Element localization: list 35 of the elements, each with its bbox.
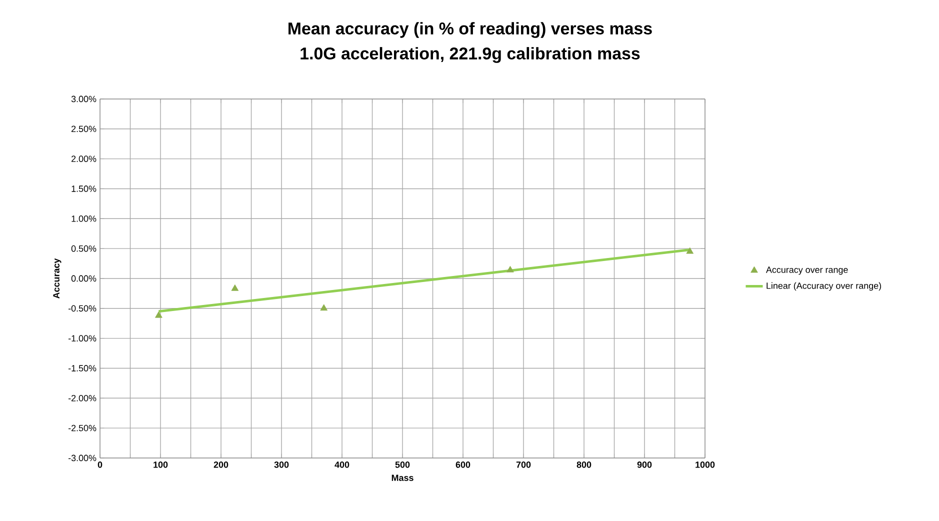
x-tick-label: 600 bbox=[456, 462, 470, 468]
legend-label: Linear (Accuracy over range) bbox=[766, 282, 882, 291]
y-tick-label: 1.50% bbox=[72, 186, 96, 192]
point bbox=[506, 266, 514, 272]
chart-subtitle: 1.0G acceleration, 221.9g calibration mass bbox=[300, 47, 640, 63]
x-tick-label: 300 bbox=[274, 462, 289, 468]
x-tick-label: 500 bbox=[395, 462, 410, 468]
x-tick-label: 700 bbox=[516, 462, 531, 468]
y-tick-label: -3.00% bbox=[68, 454, 96, 462]
legend-label: Accuracy over range bbox=[766, 266, 848, 275]
y-tick-label: 0.50% bbox=[71, 245, 96, 252]
y-tick-label: 2.50% bbox=[72, 126, 96, 132]
point bbox=[155, 311, 162, 318]
point bbox=[231, 284, 239, 291]
x-tick-label: 800 bbox=[576, 462, 592, 468]
y-tick-label: 1.00% bbox=[72, 215, 96, 222]
y-tick-label: -0.50% bbox=[68, 305, 96, 312]
x-tick-label: 400 bbox=[334, 462, 350, 468]
point bbox=[686, 247, 694, 254]
y-tick-label: -1.50% bbox=[68, 365, 96, 372]
x-tick-label: 900 bbox=[637, 462, 652, 468]
chart-title: Mean accuracy (in % of reading) verses mass bbox=[288, 22, 652, 38]
y-tick-label: -2.00% bbox=[68, 394, 96, 402]
x-tick-label: 0 bbox=[98, 462, 102, 468]
x-tick-label: 100 bbox=[154, 462, 168, 468]
x-tick-label: 200 bbox=[214, 462, 228, 468]
x-tick-label: 1000 bbox=[696, 462, 715, 468]
y-tick-label: -2.50% bbox=[68, 424, 96, 432]
y-tick-label: 2.00% bbox=[72, 156, 96, 162]
y-tick-label: 3.00% bbox=[71, 96, 96, 102]
point bbox=[320, 304, 328, 311]
y-axis-title: Accuracy bbox=[53, 258, 62, 298]
y-tick-label: -1.00% bbox=[68, 335, 96, 342]
y-tick-label: 0.00% bbox=[71, 275, 96, 282]
x-axis-title: Mass bbox=[392, 474, 414, 481]
